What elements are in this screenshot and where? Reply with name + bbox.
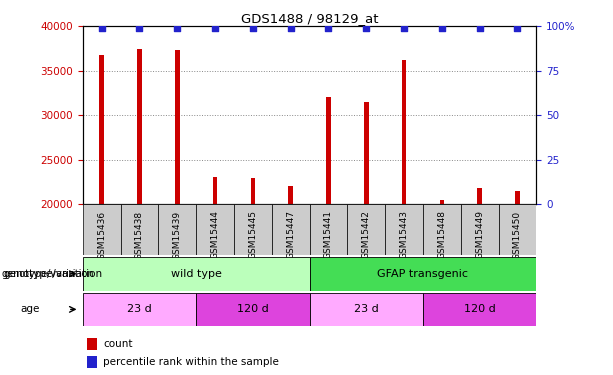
Bar (251, 178, 255, 375)
Point (172, 25, 182, 31)
Title: GDS1488 / 98129_at: GDS1488 / 98129_at (241, 12, 378, 25)
Text: age: age (21, 304, 40, 314)
Point (248, 25, 257, 31)
Text: GSM15439: GSM15439 (173, 210, 182, 260)
Bar (83, 292, 196, 326)
Bar (87, 338, 97, 350)
Point (210, 25, 220, 31)
Bar (196, 292, 310, 326)
Text: GSM15442: GSM15442 (362, 210, 371, 260)
Bar (234, 204, 272, 255)
Bar (326, 97, 331, 375)
Text: GSM15443: GSM15443 (400, 210, 409, 260)
Bar (175, 50, 180, 375)
Bar (137, 48, 142, 375)
Text: percentile rank within the sample: percentile rank within the sample (103, 357, 279, 367)
Text: GSM15444: GSM15444 (210, 210, 219, 260)
Text: GSM15447: GSM15447 (286, 210, 295, 260)
Bar (423, 292, 536, 326)
Bar (99, 55, 104, 375)
Bar (310, 292, 423, 326)
Bar (364, 102, 368, 375)
Point (437, 25, 447, 31)
Bar (158, 204, 196, 255)
Text: wild type: wild type (171, 269, 221, 279)
Text: genotype/variation: genotype/variation (3, 269, 102, 279)
Text: GFAP transgenic: GFAP transgenic (378, 269, 468, 279)
Text: GSM15436: GSM15436 (97, 210, 106, 260)
Point (512, 25, 522, 31)
Bar (288, 186, 293, 375)
Bar (498, 204, 536, 255)
Point (97, 25, 107, 31)
Text: 120 d: 120 d (464, 304, 495, 314)
Point (286, 25, 295, 31)
Bar (272, 204, 310, 255)
Bar (423, 204, 461, 255)
Bar (83, 204, 121, 255)
Point (324, 25, 333, 31)
Bar (478, 188, 482, 375)
Text: GSM15449: GSM15449 (475, 210, 484, 260)
Point (361, 25, 371, 31)
Bar (310, 204, 348, 255)
Text: GSM15445: GSM15445 (248, 210, 257, 260)
Text: count: count (103, 339, 132, 349)
Text: 23 d: 23 d (354, 304, 379, 314)
Point (399, 25, 409, 31)
Bar (196, 204, 234, 255)
Text: GSM15438: GSM15438 (135, 210, 144, 260)
Bar (87, 356, 97, 368)
Text: GSM15450: GSM15450 (513, 210, 522, 260)
Point (134, 25, 145, 31)
Bar (461, 204, 498, 255)
Text: GSM15441: GSM15441 (324, 210, 333, 260)
Bar (385, 204, 423, 255)
Text: 120 d: 120 d (237, 304, 268, 314)
Bar (440, 200, 444, 375)
Bar (515, 191, 520, 375)
Bar (310, 257, 536, 291)
Bar (121, 204, 158, 255)
Text: GSM15448: GSM15448 (437, 210, 446, 260)
Bar (83, 257, 310, 291)
Point (475, 25, 485, 31)
Bar (348, 204, 385, 255)
Text: genotype/variation: genotype/variation (2, 269, 94, 279)
Text: 23 d: 23 d (127, 304, 152, 314)
Bar (213, 177, 218, 375)
Bar (402, 60, 406, 375)
